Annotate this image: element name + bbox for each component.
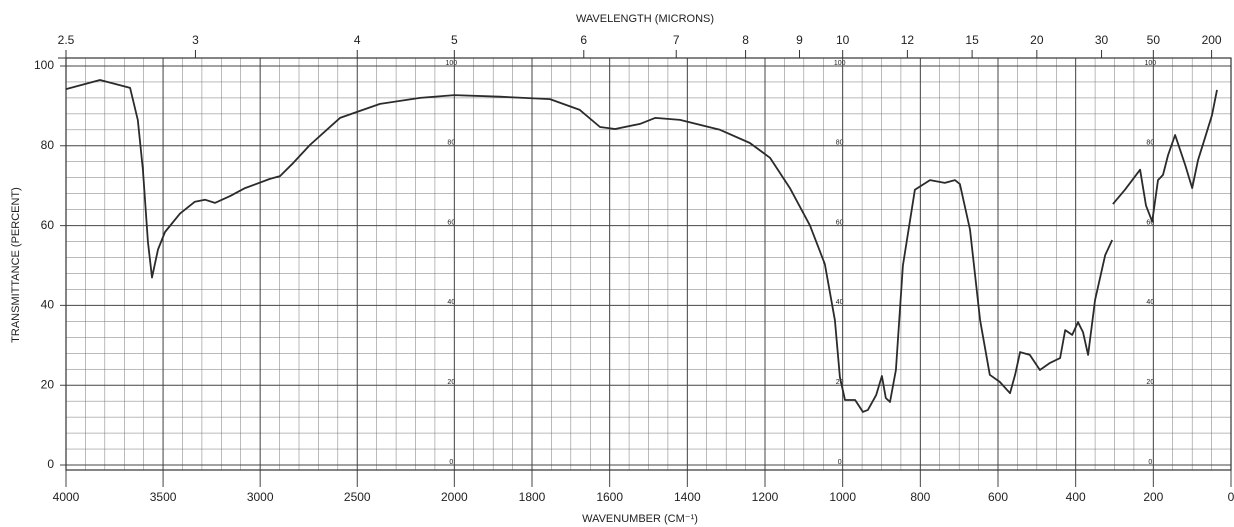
top-tick-label: 9 [796,33,803,47]
x-axis-title: WAVENUMBER (CM⁻¹) [582,513,698,525]
inner-y-label: 80 [1146,140,1154,147]
x-tick-label: 1400 [674,490,701,504]
x-tick-label: 600 [988,490,1008,504]
y-tick-label: 80 [41,138,55,152]
inner-y-label: 20 [836,379,844,386]
top-axis-title: WAVELENGTH (MICRONS) [576,13,714,25]
x-tick-label: 200 [1143,490,1163,504]
inner-y-label: 100 [1144,60,1156,67]
top-tick-label: 2.5 [58,33,75,47]
top-tick-label: 12 [901,33,915,47]
x-tick-label: 1000 [829,490,856,504]
top-tick-label: 200 [1202,33,1222,47]
inner-y-label: 60 [836,219,844,226]
y-tick-label: 100 [34,58,54,72]
x-tick-label: 0 [1228,490,1234,504]
inner-y-label: 60 [447,219,455,226]
top-tick-label: 20 [1030,33,1044,47]
top-tick-label: 5 [451,33,458,47]
plot-frame [65,57,1232,471]
y-axis-title: TRANSMITTANCE (PERCENT) [10,187,22,343]
x-tick-label: 800 [910,490,930,504]
x-tick-label: 3000 [247,490,274,504]
x-tick-label: 1600 [596,490,623,504]
spectrum-line [65,79,1218,413]
inner-y-label: 40 [836,299,844,306]
x-tick-label: 4000 [53,490,80,504]
top-tick-label: 30 [1095,33,1109,47]
top-tick-label: 8 [742,33,749,47]
inner-y-label: 40 [1146,299,1154,306]
y-tick-label: 40 [41,298,55,312]
y-tick-label: 0 [47,457,54,471]
inner-y-label: 0 [838,459,842,466]
inner-y-label: 100 [834,60,846,67]
x-tick-label: 3500 [150,490,177,504]
top-tick-label: 15 [965,33,979,47]
inner-y-label: 20 [1146,379,1154,386]
inner-y-label: 100 [445,60,457,67]
top-tick-label: 4 [354,33,361,47]
x-tick-label: 2500 [344,490,371,504]
inner-y-label: 0 [1148,459,1152,466]
top-tick-label: 10 [836,33,850,47]
top-tick-label: 7 [673,33,680,47]
top-tick-label: 3 [192,33,199,47]
inner-y-label: 80 [447,140,455,147]
inner-y-label: 80 [836,140,844,147]
inner-y-label: 40 [447,299,455,306]
x-tick-label: 1200 [752,490,779,504]
inner-y-label: 0 [449,459,453,466]
top-tick-label: 50 [1147,33,1161,47]
inner-y-label: 20 [447,379,455,386]
x-tick-label: 1800 [519,490,546,504]
x-tick-label: 400 [1066,490,1086,504]
top-tick-label: 6 [580,33,587,47]
x-tick-label: 2000 [441,490,468,504]
inner-y-label: 60 [1146,219,1154,226]
y-tick-label: 60 [41,218,55,232]
y-tick-label: 20 [41,377,55,391]
